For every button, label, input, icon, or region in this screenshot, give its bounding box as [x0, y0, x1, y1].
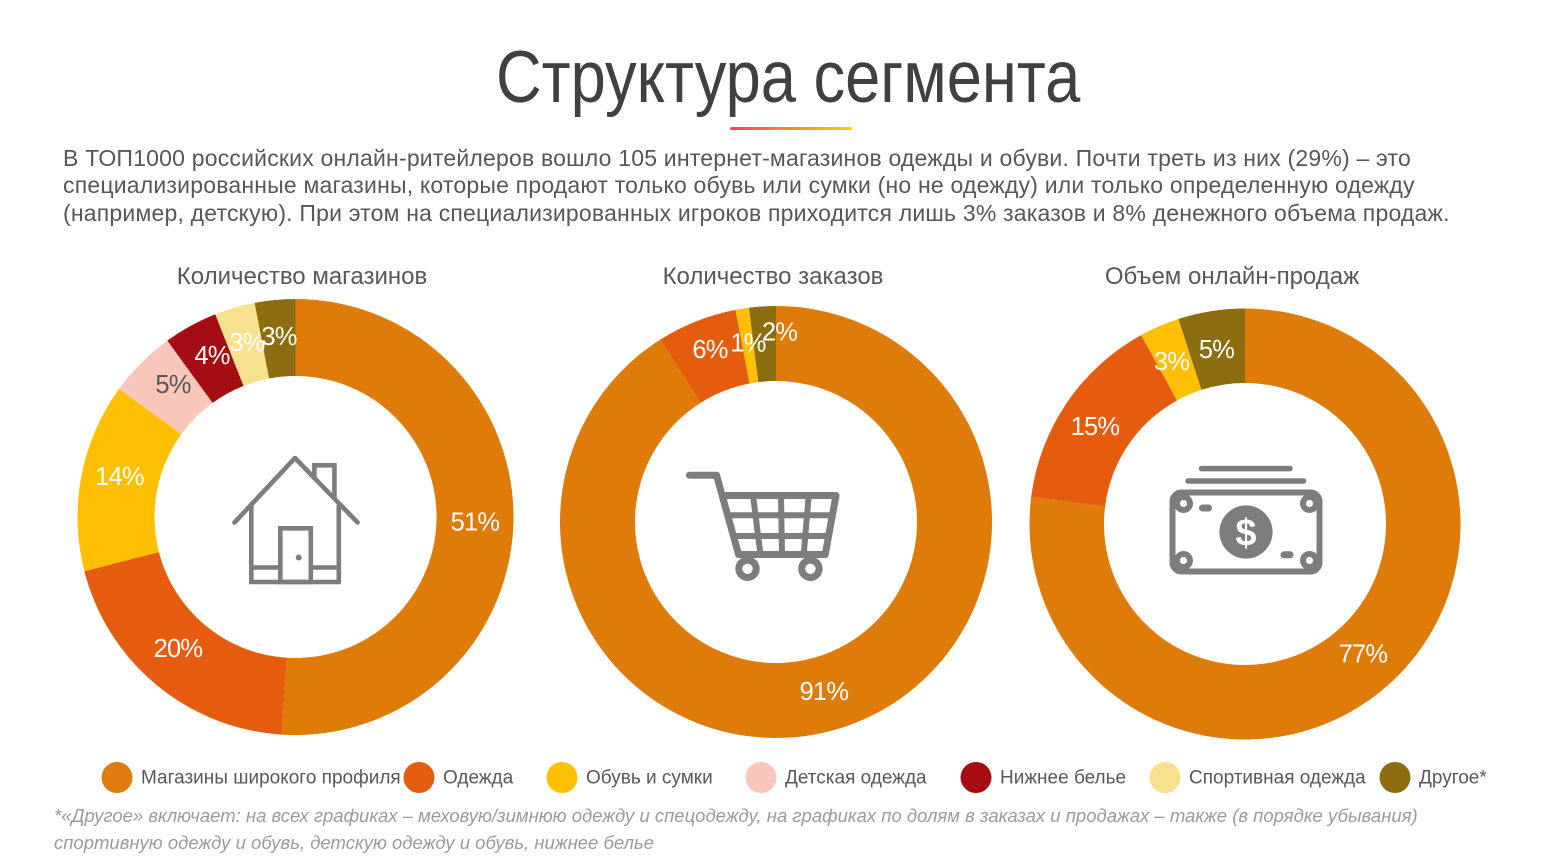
- svg-text:4%: 4%: [194, 342, 229, 370]
- svg-text:5%: 5%: [1199, 336, 1234, 364]
- svg-text:1%: 1%: [730, 330, 765, 358]
- svg-text:20%: 20%: [154, 635, 203, 663]
- svg-text:2%: 2%: [762, 319, 797, 347]
- svg-text:Нижнее белье: Нижнее белье: [1000, 768, 1126, 789]
- svg-text:6%: 6%: [692, 336, 727, 364]
- svg-text:14%: 14%: [95, 463, 144, 491]
- svg-text:Другое*: Другое*: [1419, 768, 1487, 789]
- svg-text:51%: 51%: [451, 509, 500, 537]
- svg-text:3%: 3%: [261, 323, 296, 351]
- svg-text:Обувь и сумки: Обувь и сумки: [586, 768, 713, 789]
- svg-text:15%: 15%: [1071, 413, 1120, 441]
- svg-text:91%: 91%: [800, 678, 849, 706]
- svg-text:Одежда: Одежда: [443, 768, 514, 789]
- svg-text:3%: 3%: [1154, 348, 1189, 376]
- svg-text:5%: 5%: [155, 371, 190, 399]
- svg-text:3%: 3%: [229, 329, 264, 357]
- svg-text:Магазины широкого профиля: Магазины широкого профиля: [141, 768, 401, 789]
- svg-text:77%: 77%: [1339, 641, 1388, 669]
- svg-text:Детская одежда: Детская одежда: [785, 768, 927, 789]
- svg-text:Спортивная одежда: Спортивная одежда: [1189, 768, 1366, 789]
- svg-text:$: $: [1235, 513, 1256, 555]
